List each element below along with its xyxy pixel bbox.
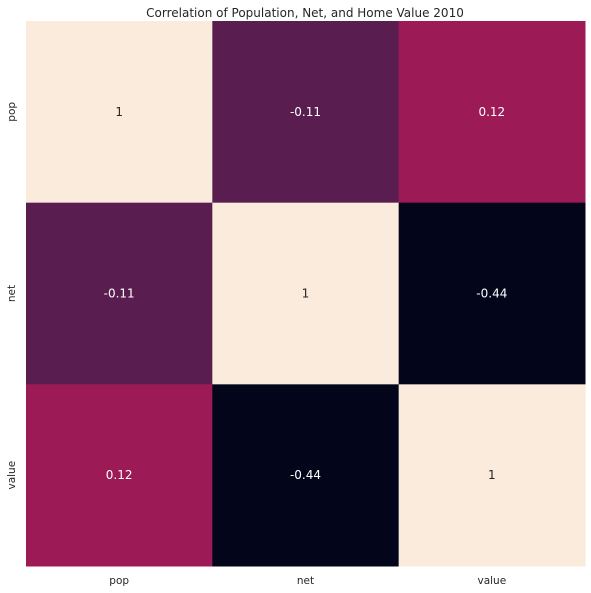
y-tick-label: pop xyxy=(6,102,18,122)
heatmap-cell-labels: 1 -0.11 0.12 -0.11 1 -0.44 0.12 -0.44 1 xyxy=(104,105,508,482)
cell-value-label: -0.44 xyxy=(290,468,321,482)
heatmap-cell-value-pop xyxy=(26,384,213,567)
cell-value-label: -0.11 xyxy=(290,105,321,119)
heatmap-cell-pop-value xyxy=(398,21,586,204)
heatmap-cell-pop-net xyxy=(212,21,400,204)
x-tick-label: net xyxy=(297,575,314,587)
cell-value-label: 1 xyxy=(488,468,496,482)
heatmap-cell-net-value xyxy=(398,202,586,385)
cell-value-label: 1 xyxy=(115,105,123,119)
y-axis-tick-labels: pop net value xyxy=(6,102,18,490)
cell-value-label: -0.44 xyxy=(476,287,507,301)
heatmap-cells xyxy=(26,21,586,567)
chart-title: Correlation of Population, Net, and Home… xyxy=(146,6,464,20)
cell-value-label: 0.12 xyxy=(478,105,505,119)
heatmap-cell-net-pop xyxy=(26,202,213,385)
heatmap-cell-net-net xyxy=(212,202,400,385)
cell-value-label: 0.12 xyxy=(106,468,133,482)
y-tick-label: value xyxy=(6,461,18,490)
x-tick-label: value xyxy=(477,575,506,587)
heatmap-cell-value-value xyxy=(398,384,586,567)
heatmap-cell-value-net xyxy=(212,384,400,567)
y-tick-label: net xyxy=(6,285,18,302)
cell-value-label: -0.11 xyxy=(104,287,135,301)
heatmap-cell-pop-pop xyxy=(26,21,213,204)
cell-value-label: 1 xyxy=(302,287,310,301)
x-tick-label: pop xyxy=(109,575,129,587)
x-axis-tick-labels: pop net value xyxy=(109,575,506,587)
